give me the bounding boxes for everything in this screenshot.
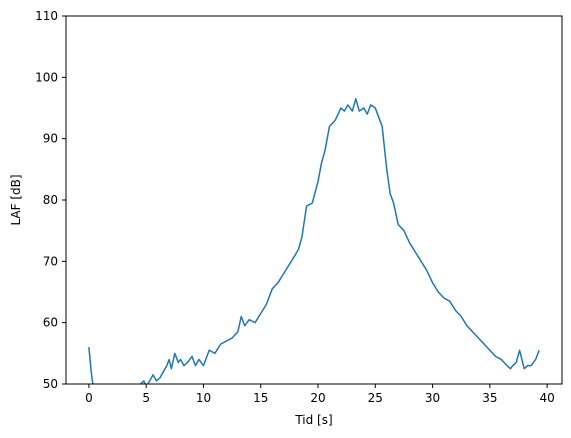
plot-background: [66, 16, 562, 384]
x-tick-label: 25: [368, 391, 383, 405]
x-tick-label: 40: [539, 391, 554, 405]
series-line-0: [88, 98, 540, 384]
x-tick-label: 15: [253, 391, 268, 405]
x-tick-label: 20: [310, 391, 325, 405]
x-axis-ticks: 0 5 10 15 20 25 30 35 40: [85, 384, 555, 405]
y-axis-ticks: 50 60 70 80 90 100 110: [35, 9, 66, 391]
x-tick-label: 30: [425, 391, 440, 405]
x-tick-label: 35: [482, 391, 497, 405]
y-tick-label: 100: [35, 70, 58, 84]
x-axis-label: Tid [s]: [294, 413, 332, 427]
y-tick-label: 50: [43, 377, 58, 391]
x-tick-label: 0: [85, 391, 93, 405]
y-tick-label: 60: [43, 316, 58, 330]
series-layer: [88, 98, 540, 384]
y-tick-label: 80: [43, 193, 58, 207]
x-tick-label: 10: [196, 391, 211, 405]
y-axis-label: LAF [dB]: [9, 174, 23, 225]
x-tick-label: 5: [142, 391, 150, 405]
y-tick-label: 90: [43, 132, 58, 146]
y-tick-label: 70: [43, 254, 58, 268]
y-tick-label: 110: [35, 9, 58, 23]
